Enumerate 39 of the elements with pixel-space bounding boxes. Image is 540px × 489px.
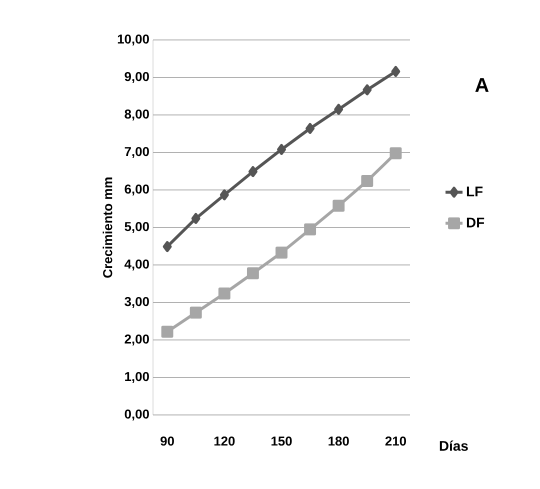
y-tick-label: 1,00 <box>125 372 149 384</box>
point <box>362 84 372 96</box>
point <box>390 147 402 160</box>
point <box>361 175 374 187</box>
x-axis-title: Días <box>440 440 468 451</box>
text: A <box>475 78 489 92</box>
point <box>304 223 316 236</box>
y-axis-title: Crecimiento mm <box>102 178 112 278</box>
y-tick-label: 0,00 <box>124 409 149 421</box>
x-tick-label: 150 <box>272 436 292 446</box>
x-tick-label: 210 <box>385 436 406 446</box>
y-tick-label: 8,00 <box>124 109 149 121</box>
x-tick-label: 90 <box>160 436 174 446</box>
y-tick-label: 4,00 <box>124 259 149 271</box>
legend-label: DF <box>466 218 484 228</box>
x-tick-label: 120 <box>214 436 235 446</box>
y-tick-label: 7,00 <box>124 146 149 158</box>
point <box>276 246 288 259</box>
y-tick-label: 10,00 <box>118 34 149 46</box>
y-tick-label: 3,00 <box>124 296 149 308</box>
point <box>218 288 230 300</box>
point <box>162 241 172 252</box>
y-tick-label: 5,00 <box>124 222 149 234</box>
point <box>332 200 345 212</box>
point <box>391 66 400 77</box>
legend-label: LF <box>466 186 483 196</box>
point <box>161 326 174 338</box>
point <box>190 306 202 319</box>
y-tick-label: 6,00 <box>124 184 149 196</box>
point <box>191 213 200 224</box>
point <box>246 267 259 280</box>
point <box>248 166 258 178</box>
y-tick-label: 2,00 <box>124 334 149 346</box>
y-tick-label: 9,00 <box>124 72 149 84</box>
point <box>220 189 229 200</box>
point <box>334 104 344 115</box>
x-tick-label: 180 <box>328 436 349 446</box>
point <box>277 144 286 155</box>
point <box>306 123 315 134</box>
